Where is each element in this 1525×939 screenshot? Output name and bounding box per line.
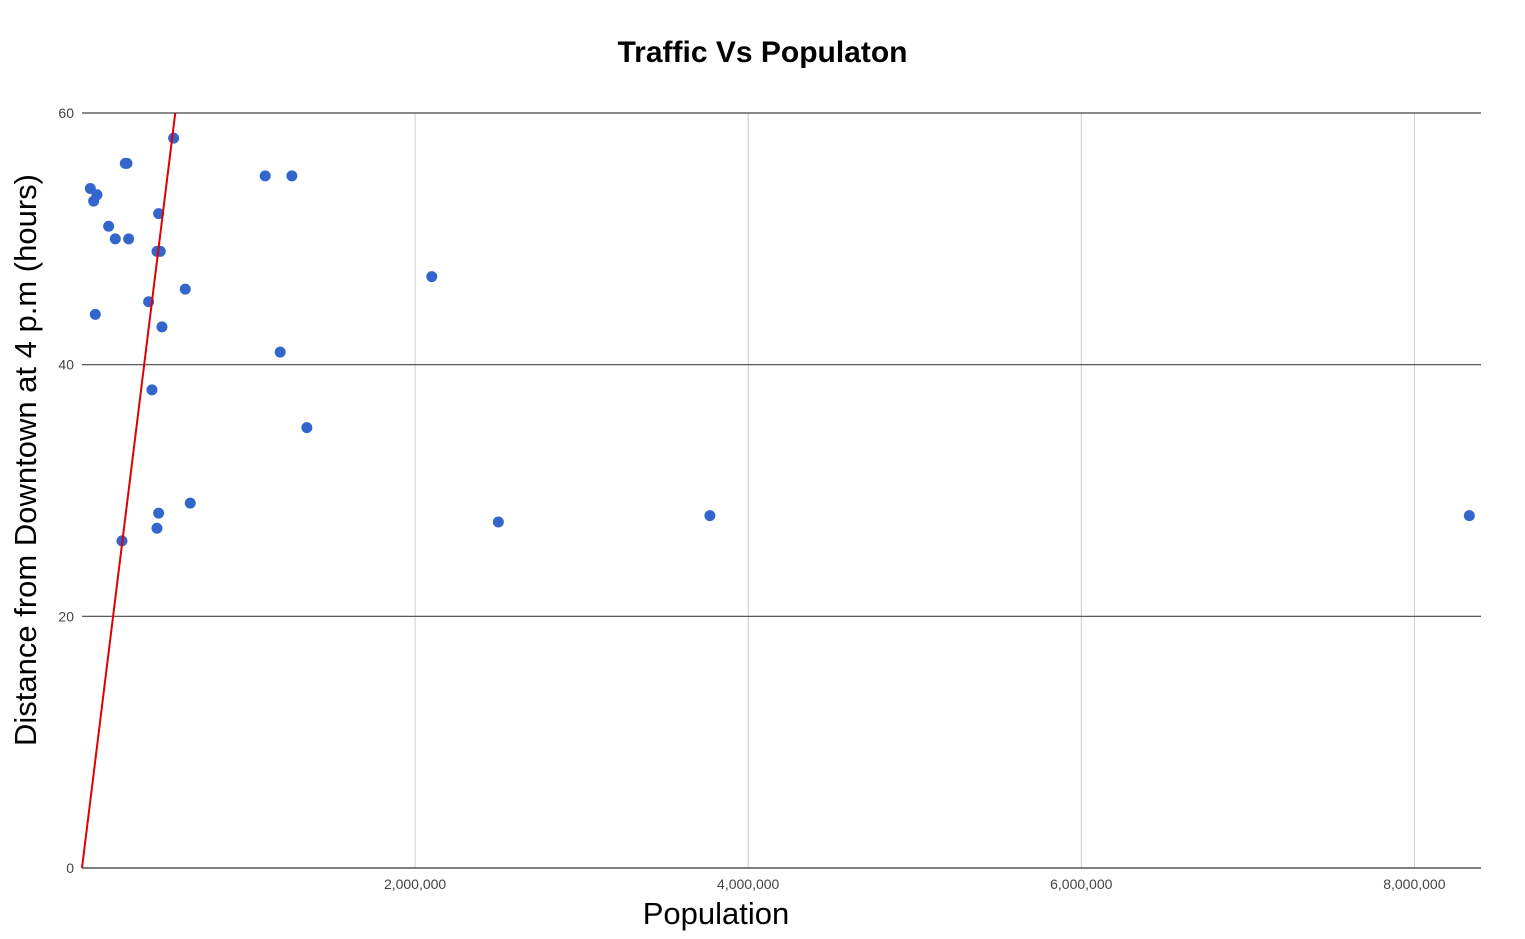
horizontal-gridlines <box>82 112 1481 869</box>
data-point <box>259 170 271 182</box>
x-tick-label: 4,000,000 <box>717 876 779 892</box>
data-point <box>109 233 121 245</box>
y-tick-label: 40 <box>58 357 74 373</box>
data-point <box>151 522 163 534</box>
data-point <box>89 308 101 320</box>
x-tick-label: 6,000,000 <box>1050 876 1112 892</box>
x-tick-label: 2,000,000 <box>384 876 446 892</box>
trendline <box>81 112 177 869</box>
vertical-gridlines <box>414 113 1415 868</box>
data-point <box>88 195 100 207</box>
x-tick-labels: 2,000,000 4,000,000 6,000,000 8,000,000 <box>384 876 1446 892</box>
chart-title: Traffic Vs Populaton <box>617 36 908 69</box>
data-point <box>121 157 133 169</box>
data-points <box>84 132 1475 547</box>
data-point <box>301 422 313 434</box>
x-axis-title: Population <box>642 896 790 931</box>
data-point <box>154 245 166 257</box>
data-point <box>179 283 191 295</box>
x-tick-label: 8,000,000 <box>1383 876 1445 892</box>
data-point <box>153 507 165 519</box>
y-tick-label: 0 <box>66 860 74 876</box>
data-point <box>286 170 298 182</box>
data-point <box>492 516 504 528</box>
data-point <box>146 384 158 396</box>
y-axis-title: Distance from Downtown at 4 p.m (hours) <box>8 174 43 746</box>
data-point <box>1463 510 1475 522</box>
data-point <box>156 321 168 333</box>
data-point <box>274 346 286 358</box>
data-point <box>123 233 135 245</box>
data-point <box>103 220 115 232</box>
data-point <box>153 208 165 220</box>
y-tick-label: 60 <box>58 105 74 121</box>
data-point <box>184 497 196 509</box>
y-tick-labels: 0 20 40 60 <box>58 105 74 876</box>
y-tick-label: 20 <box>58 608 74 624</box>
trendline-group <box>81 112 177 869</box>
data-point <box>426 271 438 283</box>
data-point <box>704 510 716 522</box>
